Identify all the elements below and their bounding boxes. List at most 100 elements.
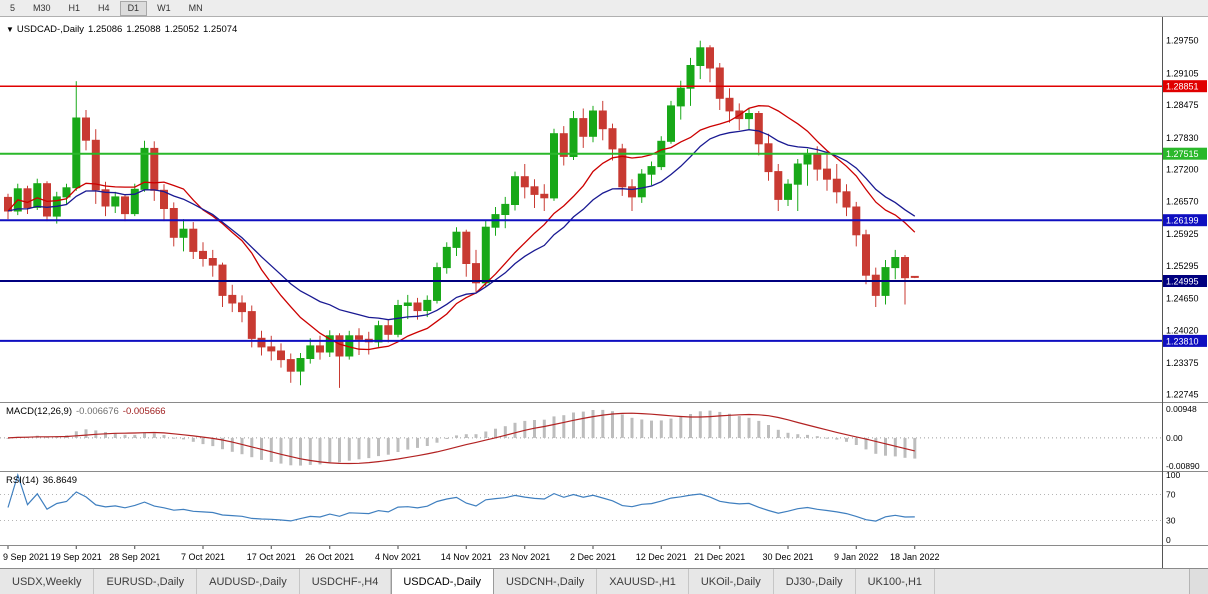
price-level-badge (1163, 147, 1207, 160)
candle (754, 113, 763, 145)
date-axis-label: 7 Oct 2021 (181, 552, 225, 562)
panel-separator[interactable] (0, 402, 1208, 403)
candle (803, 153, 812, 165)
price-axis-label: 1.23375 (1166, 358, 1199, 368)
date-axis-label: 14 Nov 2021 (441, 552, 492, 562)
price-axis-label: 1.25925 (1166, 229, 1199, 239)
ohlc-open: 1.25086 (87, 24, 123, 35)
timeframe-button-h4[interactable]: H4 (98, 2, 110, 13)
candle (355, 335, 363, 340)
candle (179, 228, 188, 238)
candle (374, 325, 383, 343)
symbol-menu-arrow-icon[interactable]: ▼ (6, 25, 14, 34)
price-level-badge (1163, 334, 1207, 347)
chart-canvas[interactable]: 1.28851 1.27515 1.26199 1.24995 1.23810 1.297… (0, 17, 1208, 568)
price-level-badge (1163, 80, 1207, 93)
price-level-badge-text: 1.28851 (1166, 82, 1199, 92)
candle (520, 176, 529, 188)
candle (774, 171, 783, 200)
panel-separator[interactable] (0, 545, 1208, 546)
candle (228, 294, 237, 304)
price-axis-label: 1.24650 (1166, 293, 1199, 303)
candle (823, 168, 831, 180)
date-axis-label: 2 Dec 2021 (570, 552, 616, 562)
date-axis-label: 17 Oct 2021 (247, 552, 296, 562)
price-level-badge-text: 1.23810 (1166, 336, 1199, 346)
timeframe-button-w1[interactable]: W1 (157, 2, 171, 13)
chart-tab-uk100[interactable]: UK100-,H1 (855, 569, 936, 594)
candle (579, 118, 588, 137)
rsi-axis-label: 100 (1166, 470, 1180, 480)
panel-separator[interactable] (0, 471, 1208, 472)
moving-average-line-sma12 (7, 105, 916, 351)
candle (686, 65, 695, 89)
candle (433, 267, 441, 301)
price-level-badge-text: 1.27515 (1166, 149, 1199, 159)
candle (33, 183, 42, 208)
price-level-badge (1163, 275, 1207, 287)
candle (316, 345, 324, 353)
date-axis-label: 4 Nov 2021 (375, 552, 421, 562)
tab-bar-spacer (935, 569, 1189, 594)
candle (618, 148, 627, 188)
candle (169, 208, 178, 238)
candle (628, 186, 636, 198)
date-axis-label: 30 Dec 2021 (762, 552, 813, 562)
candle (325, 335, 334, 353)
candle (784, 183, 792, 200)
rsi-axis-label: 70 (1166, 490, 1176, 500)
price-axis-label: 1.24020 (1166, 325, 1199, 335)
price-level-badge-text: 1.26199 (1166, 216, 1199, 226)
candle (277, 350, 285, 361)
macd-axis-label: 0.00948 (1166, 404, 1197, 414)
price-axis-label: 1.27200 (1166, 165, 1199, 175)
candle (530, 186, 539, 195)
timeframe-button-h1[interactable]: H1 (68, 2, 81, 13)
chart-tab-usdcad[interactable]: USDCAD-,Daily (391, 569, 494, 594)
candle (91, 139, 100, 191)
date-axis-label: 19 Sep 2021 (51, 552, 102, 562)
price-axis-label: 1.29105 (1166, 68, 1199, 78)
candle (501, 203, 510, 215)
timeframe-button-mn[interactable]: MN (188, 2, 203, 13)
tab-bar-corner (1189, 569, 1208, 594)
candle (130, 188, 139, 215)
chart-tab-usdchf[interactable]: USDCHF-,H4 (299, 569, 392, 594)
candle (511, 176, 519, 205)
chart-tab-dj30[interactable]: DJ30-,Daily (773, 569, 856, 594)
candle (189, 228, 198, 252)
candle (793, 163, 802, 185)
candle (394, 305, 402, 335)
candle (598, 110, 607, 130)
candle (208, 258, 217, 266)
candle (745, 113, 753, 120)
candle (413, 302, 422, 312)
candle (306, 345, 315, 359)
macd-signal-line (7, 412, 915, 465)
candle (472, 263, 480, 284)
chart-tab-audusd[interactable]: AUDUSD-,Daily (197, 569, 300, 594)
candle (160, 189, 168, 210)
candle (199, 250, 207, 259)
rsi-value: 36.8649 (42, 475, 78, 486)
timeframe-button-d1[interactable]: D1 (119, 0, 148, 16)
candle (715, 67, 724, 99)
chart-tab-eurusd[interactable]: EURUSD-,Daily (94, 569, 198, 594)
price-axis-label: 1.29750 (1166, 36, 1199, 46)
timeframe-button-m30[interactable]: M30 (33, 2, 51, 13)
chart-title: ▼ USDCAD-,Daily 1.25086 1.25088 1.25052 1.250… (6, 24, 241, 35)
candle (481, 226, 490, 284)
moving-average-line-ema20 (7, 129, 916, 321)
macd-signal-value: -0.005666 (122, 406, 166, 417)
timeframe-button-5[interactable]: 5 (10, 2, 16, 13)
chart-tab-usdx[interactable]: USDX,Weekly (0, 569, 95, 594)
macd-axis-label: 0.00 (1166, 433, 1183, 443)
chart-tab-usdcnh[interactable]: USDCNH-,Daily (493, 569, 598, 594)
candle (121, 196, 129, 215)
macd-axis-label: -0.00890 (1166, 461, 1200, 471)
chart-tab-ukoil[interactable]: UKOil-,Daily (688, 569, 774, 594)
candle (813, 153, 822, 170)
candle (423, 299, 432, 311)
chart-tab-xauusd[interactable]: XAUUSD-,H1 (597, 569, 689, 594)
